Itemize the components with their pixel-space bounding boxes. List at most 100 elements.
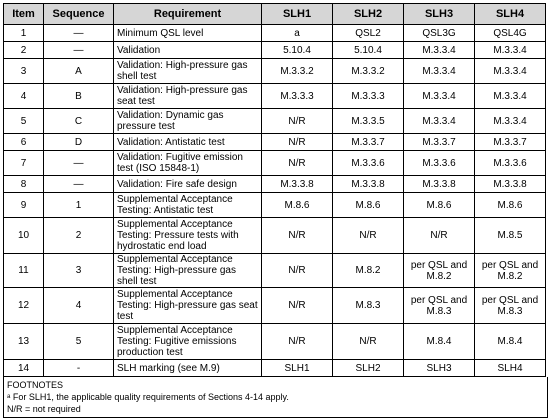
cell-slh4: M.3.3.6 (474, 150, 546, 176)
requirements-table: Item Sequence Requirement SLH1 SLH2 SLH3… (3, 3, 546, 377)
cell-slh2: N/R (332, 217, 404, 254)
cell-sequence: — (43, 24, 114, 42)
cell-slh4: per QSL and M.8.2 (474, 253, 546, 288)
cell-requirement: Validation: Fire safe design (113, 175, 262, 193)
table-header: Item Sequence Requirement SLH1 SLH2 SLH3… (3, 3, 546, 25)
cell-item: 8 (3, 175, 44, 193)
cell-slh4: M.8.5 (474, 217, 546, 254)
cell-slh4: M.8.6 (474, 192, 546, 218)
cell-item: 9 (3, 192, 44, 218)
cell-requirement: Supplemental Acceptance Testing: High-pr… (113, 253, 262, 288)
table-body: 1 — Minimum QSL level a QSL2 QSL3G QSL4G… (3, 24, 546, 377)
cell-item: 5 (3, 108, 44, 134)
header-row: Item Sequence Requirement SLH1 SLH2 SLH3… (3, 3, 546, 25)
footnote-nr: N/R = not required (7, 404, 81, 414)
cell-slh1: 5.10.4 (261, 41, 333, 59)
table-row: 11 3 Supplemental Acceptance Testing: Hi… (3, 253, 546, 288)
cell-slh1: M.3.3.3 (261, 83, 333, 109)
cell-slh4: per QSL and M.8.3 (474, 287, 546, 324)
cell-slh3: M.8.6 (403, 192, 475, 218)
cell-slh2: M.3.3.8 (332, 175, 404, 193)
cell-item: 7 (3, 150, 44, 176)
cell-slh2: M.3.3.5 (332, 108, 404, 134)
cell-slh4: M.3.3.7 (474, 133, 546, 151)
cell-requirement: Validation: High-pressure gas shell test (113, 58, 262, 84)
cell-slh2: QSL2 (332, 24, 404, 42)
table-row: 5 C Validation: Dynamic gas pressure tes… (3, 108, 546, 134)
header-sequence: Sequence (43, 3, 114, 25)
table-row: 12 4 Supplemental Acceptance Testing: Hi… (3, 287, 546, 324)
cell-requirement: Validation: Dynamic gas pressure test (113, 108, 262, 134)
cell-item: 14 (3, 359, 44, 377)
cell-slh1: N/R (261, 133, 333, 151)
cell-requirement: Validation (113, 41, 262, 59)
cell-requirement: SLH marking (see M.9) (113, 359, 262, 377)
cell-slh2: M.8.3 (332, 287, 404, 324)
cell-slh1: N/R (261, 323, 333, 360)
cell-item: 11 (3, 253, 44, 288)
cell-slh1: M.3.3.8 (261, 175, 333, 193)
cell-slh1: N/R (261, 108, 333, 134)
cell-slh4: M.3.3.4 (474, 41, 546, 59)
table-row: 13 5 Supplemental Acceptance Testing: Fu… (3, 323, 546, 360)
table-row: 4 B Validation: High-pressure gas seat t… (3, 83, 546, 109)
cell-slh3: per QSL and M.8.2 (403, 253, 475, 288)
cell-slh3: QSL3G (403, 24, 475, 42)
cell-slh4: QSL4G (474, 24, 546, 42)
cell-sequence: 2 (43, 217, 114, 254)
cell-slh1: M.3.3.2 (261, 58, 333, 84)
cell-slh4: SLH4 (474, 359, 546, 377)
cell-item: 13 (3, 323, 44, 360)
table-row: 10 2 Supplemental Acceptance Testing: Pr… (3, 217, 546, 254)
cell-slh1: M.8.6 (261, 192, 333, 218)
footnotes-title: FOOTNOTES (7, 380, 63, 390)
header-slh2: SLH2 (332, 3, 404, 25)
cell-slh1: N/R (261, 253, 333, 288)
cell-requirement: Validation: High-pressure gas seat test (113, 83, 262, 109)
cell-slh3: M.3.3.8 (403, 175, 475, 193)
cell-slh3: N/R (403, 217, 475, 254)
cell-slh2: 5.10.4 (332, 41, 404, 59)
cell-slh1: a (261, 24, 333, 42)
cell-slh1: N/R (261, 150, 333, 176)
cell-sequence: A (43, 58, 114, 84)
cell-slh1: SLH1 (261, 359, 333, 377)
cell-item: 2 (3, 41, 44, 59)
cell-slh2: SLH2 (332, 359, 404, 377)
cell-item: 12 (3, 287, 44, 324)
cell-slh3: M.3.3.4 (403, 58, 475, 84)
cell-sequence: 1 (43, 192, 114, 218)
footnote-a: ᵃ For SLH1, the applicable quality requi… (7, 392, 289, 402)
cell-requirement: Supplemental Acceptance Testing: Fugitiv… (113, 323, 262, 360)
table-row: 14 - SLH marking (see M.9) SLH1 SLH2 SLH… (3, 359, 546, 377)
cell-slh3: M.8.4 (403, 323, 475, 360)
cell-requirement: Supplemental Acceptance Testing: Antista… (113, 192, 262, 218)
cell-slh3: M.3.3.4 (403, 83, 475, 109)
cell-slh3: M.3.3.6 (403, 150, 475, 176)
cell-slh4: M.8.4 (474, 323, 546, 360)
header-requirement: Requirement (113, 3, 262, 25)
cell-sequence: B (43, 83, 114, 109)
table-row: 3 A Validation: High-pressure gas shell … (3, 58, 546, 84)
cell-slh1: N/R (261, 217, 333, 254)
cell-requirement: Supplemental Acceptance Testing: Pressur… (113, 217, 262, 254)
cell-slh4: M.3.3.4 (474, 108, 546, 134)
table-row: 6 D Validation: Antistatic test N/R M.3.… (3, 133, 546, 151)
cell-sequence: C (43, 108, 114, 134)
cell-sequence: - (43, 359, 114, 377)
cell-slh3: per QSL and M.8.3 (403, 287, 475, 324)
cell-item: 4 (3, 83, 44, 109)
cell-sequence: 4 (43, 287, 114, 324)
cell-slh4: M.3.3.4 (474, 83, 546, 109)
header-slh1: SLH1 (261, 3, 333, 25)
footnotes: FOOTNOTES ᵃ For SLH1, the applicable qua… (3, 377, 548, 418)
cell-sequence: 5 (43, 323, 114, 360)
cell-sequence: D (43, 133, 114, 151)
table-row: 2 — Validation 5.10.4 5.10.4 M.3.3.4 M.3… (3, 41, 546, 59)
table-row: 7 — Validation: Fugitive emission test (… (3, 150, 546, 176)
cell-slh2: M.3.3.6 (332, 150, 404, 176)
cell-sequence: — (43, 41, 114, 59)
cell-requirement: Validation: Fugitive emission test (ISO … (113, 150, 262, 176)
header-item: Item (3, 3, 44, 25)
cell-slh2: M.3.3.2 (332, 58, 404, 84)
